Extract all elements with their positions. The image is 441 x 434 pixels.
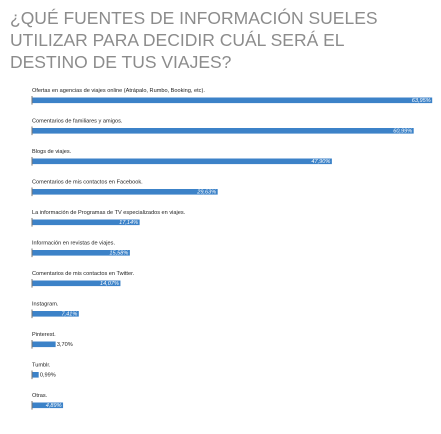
- category-label-8: Instagram.: [32, 302, 59, 308]
- bar-10: [32, 372, 39, 378]
- value-label-1: 63,95%: [412, 98, 431, 104]
- value-label-9: 3,70%: [57, 342, 73, 348]
- chart-title-line-1: ¿QUÉ FUENTES DE INFORMACIÓN SUELES: [10, 7, 378, 28]
- category-label-9: Pinterest.: [32, 332, 56, 338]
- bar-4: [32, 189, 218, 195]
- value-label-7: 14,07%: [100, 281, 119, 287]
- bar-7: [32, 280, 121, 287]
- bars-group: Ofertas en agencias de viajes online (At…: [31, 88, 433, 410]
- value-label-5: 17,14%: [119, 220, 138, 226]
- category-label-10: Tumblr.: [32, 363, 51, 369]
- bar-1: [32, 97, 433, 104]
- bar-5: [32, 219, 140, 226]
- chart-title-line-2: UTILIZAR PARA DECIDIR CUÁL SERÁ EL: [10, 30, 345, 50]
- category-label-5: La información de Programas de TV especi…: [32, 210, 186, 216]
- bar-3: [32, 158, 332, 165]
- value-label-3: 47,90%: [311, 159, 330, 165]
- bar-11: [32, 402, 64, 409]
- bar-2: [32, 128, 414, 134]
- value-label-4: 29,63%: [196, 190, 216, 196]
- bar-9: [32, 341, 56, 348]
- category-label-2: Comentarios de familiares y amigos.: [32, 119, 123, 125]
- chart-title-line-3: DESTINO DE TUS VIAJES?: [10, 52, 232, 72]
- chart-title: ¿QUÉ FUENTES DE INFORMACIÓN SUELES UTILI…: [10, 7, 378, 72]
- category-label-4: Comentarios de mis contactos en Facebook…: [32, 180, 143, 186]
- category-label-6: Información en revistas de viajes.: [32, 241, 115, 247]
- value-label-6: 15,58%: [109, 251, 128, 257]
- category-label-11: Otras.: [32, 393, 48, 399]
- bar-8: [32, 311, 79, 317]
- category-label-3: Blogs de viajes.: [32, 149, 72, 155]
- value-label-11: 4,89%: [46, 403, 62, 409]
- category-label-7: Comentarios de mis contactos en Twitter.: [32, 271, 135, 277]
- category-label-1: Ofertas en agencias de viajes online (At…: [32, 88, 205, 94]
- value-label-8: 7,41%: [61, 312, 77, 318]
- value-label-2: 60,99%: [393, 129, 412, 135]
- value-label-10: 0,99%: [40, 373, 56, 379]
- bar-6: [32, 250, 130, 256]
